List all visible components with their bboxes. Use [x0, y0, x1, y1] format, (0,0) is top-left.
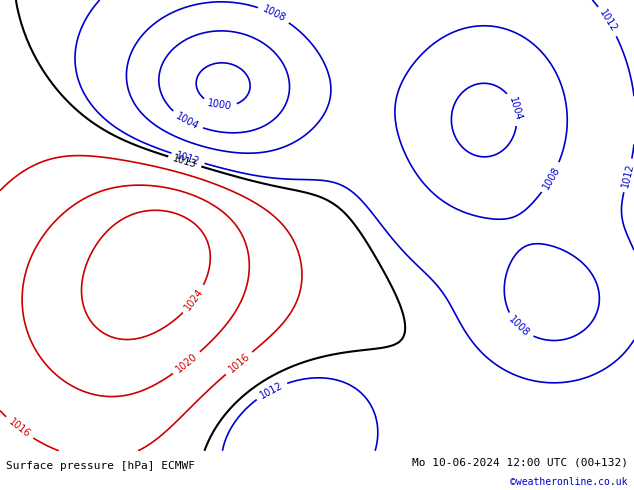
- Text: 1004: 1004: [174, 111, 200, 131]
- Text: 1012: 1012: [175, 150, 201, 167]
- Text: Mo 10-06-2024 12:00 UTC (00+132): Mo 10-06-2024 12:00 UTC (00+132): [411, 458, 628, 467]
- Text: 1012: 1012: [620, 162, 634, 189]
- Text: 1016: 1016: [226, 351, 252, 375]
- Text: 1008: 1008: [261, 4, 287, 24]
- Text: 1016: 1016: [6, 416, 32, 440]
- Text: 1012: 1012: [597, 8, 619, 34]
- Text: 1020: 1020: [174, 351, 200, 375]
- Text: ©weatheronline.co.uk: ©weatheronline.co.uk: [510, 477, 628, 487]
- Text: 1024: 1024: [183, 287, 205, 313]
- Text: 1004: 1004: [507, 96, 523, 122]
- Text: 1000: 1000: [207, 98, 233, 112]
- Text: 1008: 1008: [507, 315, 531, 339]
- Text: 1012: 1012: [258, 380, 285, 400]
- Text: 1008: 1008: [541, 165, 562, 191]
- Text: Surface pressure [hPa] ECMWF: Surface pressure [hPa] ECMWF: [6, 462, 195, 471]
- Text: 1013: 1013: [172, 153, 198, 170]
